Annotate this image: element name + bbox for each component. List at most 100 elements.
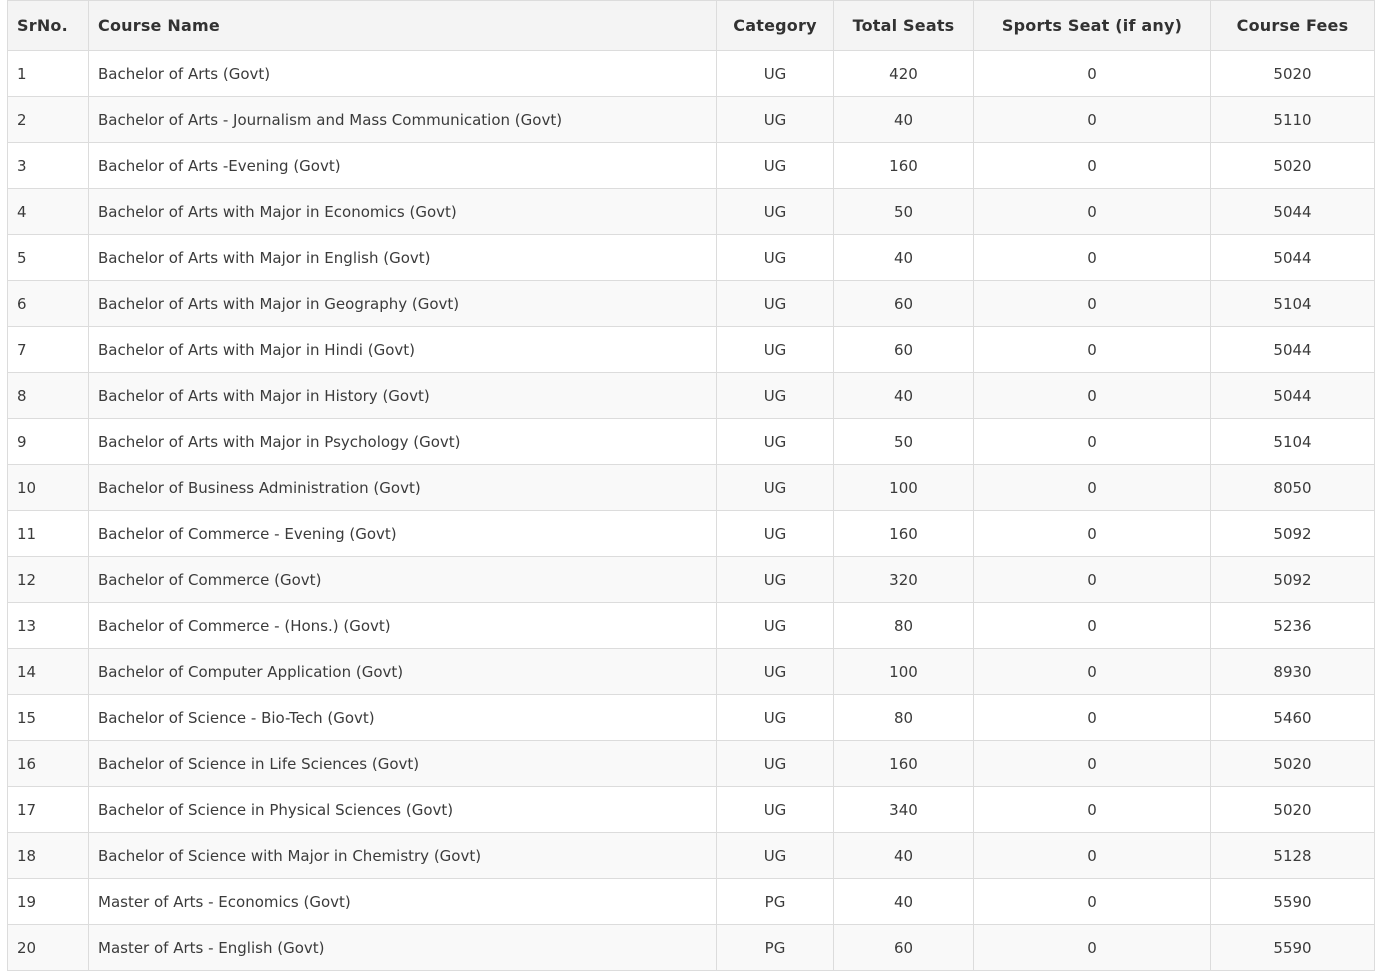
cell-course-name: Bachelor of Arts (Govt) (88, 50, 717, 97)
cell-category: UG (716, 280, 834, 327)
cell-total-seats: 60 (833, 280, 974, 327)
cell-course-fees: 5104 (1210, 280, 1375, 327)
cell-category: UG (716, 786, 834, 833)
table-row: 20 Master of Arts - English (Govt) PG 60… (7, 924, 1375, 971)
table-row: 14 Bachelor of Computer Application (Gov… (7, 648, 1375, 695)
cell-course-fees: 8930 (1210, 648, 1375, 695)
cell-course-fees: 5044 (1210, 234, 1375, 281)
cell-total-seats: 60 (833, 924, 974, 971)
cell-srno: 19 (7, 878, 89, 925)
cell-category: UG (716, 602, 834, 649)
cell-total-seats: 50 (833, 188, 974, 235)
column-header-srno: SrNo. (7, 0, 89, 51)
table-row: 3 Bachelor of Arts -Evening (Govt) UG 16… (7, 142, 1375, 189)
cell-course-name: Bachelor of Arts with Major in Economics… (88, 188, 717, 235)
table-row: 10 Bachelor of Business Administration (… (7, 464, 1375, 511)
cell-category: UG (716, 50, 834, 97)
cell-srno: 8 (7, 372, 89, 419)
cell-category: UG (716, 326, 834, 373)
cell-category: PG (716, 878, 834, 925)
cell-category: UG (716, 694, 834, 741)
cell-course-fees: 8050 (1210, 464, 1375, 511)
cell-category: UG (716, 234, 834, 281)
table-row: 16 Bachelor of Science in Life Sciences … (7, 740, 1375, 787)
cell-course-fees: 5590 (1210, 878, 1375, 925)
cell-srno: 12 (7, 556, 89, 603)
cell-sports-seat: 0 (973, 556, 1211, 603)
cell-srno: 20 (7, 924, 89, 971)
cell-course-name: Bachelor of Commerce (Govt) (88, 556, 717, 603)
cell-course-name: Bachelor of Commerce - (Hons.) (Govt) (88, 602, 717, 649)
cell-sports-seat: 0 (973, 694, 1211, 741)
cell-course-fees: 5104 (1210, 418, 1375, 465)
cell-sports-seat: 0 (973, 280, 1211, 327)
cell-category: UG (716, 740, 834, 787)
cell-course-fees: 5590 (1210, 924, 1375, 971)
cell-srno: 11 (7, 510, 89, 557)
cell-sports-seat: 0 (973, 648, 1211, 695)
cell-category: UG (716, 142, 834, 189)
cell-total-seats: 80 (833, 694, 974, 741)
table-row: 7 Bachelor of Arts with Major in Hindi (… (7, 326, 1375, 373)
cell-sports-seat: 0 (973, 602, 1211, 649)
cell-category: UG (716, 464, 834, 511)
table-body: 1 Bachelor of Arts (Govt) UG 420 0 5020 … (7, 50, 1375, 971)
column-header-sports-seat: Sports Seat (if any) (973, 0, 1211, 51)
cell-total-seats: 40 (833, 372, 974, 419)
table-row: 11 Bachelor of Commerce - Evening (Govt)… (7, 510, 1375, 557)
cell-srno: 16 (7, 740, 89, 787)
table-row: 13 Bachelor of Commerce - (Hons.) (Govt)… (7, 602, 1375, 649)
cell-course-name: Bachelor of Science with Major in Chemis… (88, 832, 717, 879)
cell-course-fees: 5020 (1210, 786, 1375, 833)
cell-sports-seat: 0 (973, 464, 1211, 511)
cell-sports-seat: 0 (973, 142, 1211, 189)
cell-total-seats: 340 (833, 786, 974, 833)
cell-sports-seat: 0 (973, 832, 1211, 879)
cell-total-seats: 40 (833, 96, 974, 143)
cell-srno: 15 (7, 694, 89, 741)
cell-total-seats: 160 (833, 142, 974, 189)
cell-total-seats: 100 (833, 464, 974, 511)
cell-srno: 9 (7, 418, 89, 465)
cell-sports-seat: 0 (973, 740, 1211, 787)
table-row: 12 Bachelor of Commerce (Govt) UG 320 0 … (7, 556, 1375, 603)
cell-course-name: Bachelor of Arts with Major in English (… (88, 234, 717, 281)
cell-course-fees: 5110 (1210, 96, 1375, 143)
cell-course-fees: 5044 (1210, 326, 1375, 373)
table-row: 2 Bachelor of Arts - Journalism and Mass… (7, 96, 1375, 143)
column-header-total-seats: Total Seats (833, 0, 974, 51)
table-header-row: SrNo. Course Name Category Total Seats S… (7, 0, 1375, 51)
cell-course-fees: 5044 (1210, 372, 1375, 419)
cell-course-name: Bachelor of Science - Bio-Tech (Govt) (88, 694, 717, 741)
table-row: 4 Bachelor of Arts with Major in Economi… (7, 188, 1375, 235)
cell-srno: 6 (7, 280, 89, 327)
cell-total-seats: 160 (833, 510, 974, 557)
cell-sports-seat: 0 (973, 786, 1211, 833)
column-header-course-fees: Course Fees (1210, 0, 1375, 51)
cell-course-name: Bachelor of Business Administration (Gov… (88, 464, 717, 511)
cell-category: UG (716, 188, 834, 235)
table-row: 18 Bachelor of Science with Major in Che… (7, 832, 1375, 879)
cell-course-name: Bachelor of Arts with Major in Geography… (88, 280, 717, 327)
cell-srno: 14 (7, 648, 89, 695)
cell-course-name: Bachelor of Science in Life Sciences (Go… (88, 740, 717, 787)
cell-course-name: Bachelor of Arts with Major in History (… (88, 372, 717, 419)
table-row: 1 Bachelor of Arts (Govt) UG 420 0 5020 (7, 50, 1375, 97)
cell-sports-seat: 0 (973, 96, 1211, 143)
table-row: 9 Bachelor of Arts with Major in Psychol… (7, 418, 1375, 465)
cell-course-name: Bachelor of Computer Application (Govt) (88, 648, 717, 695)
cell-course-fees: 5092 (1210, 556, 1375, 603)
table-row: 15 Bachelor of Science - Bio-Tech (Govt)… (7, 694, 1375, 741)
cell-srno: 3 (7, 142, 89, 189)
cell-course-name: Bachelor of Arts - Journalism and Mass C… (88, 96, 717, 143)
cell-category: UG (716, 418, 834, 465)
cell-srno: 5 (7, 234, 89, 281)
cell-srno: 4 (7, 188, 89, 235)
cell-srno: 18 (7, 832, 89, 879)
cell-category: UG (716, 832, 834, 879)
cell-total-seats: 160 (833, 740, 974, 787)
cell-srno: 2 (7, 96, 89, 143)
cell-course-name: Master of Arts - English (Govt) (88, 924, 717, 971)
cell-sports-seat: 0 (973, 878, 1211, 925)
